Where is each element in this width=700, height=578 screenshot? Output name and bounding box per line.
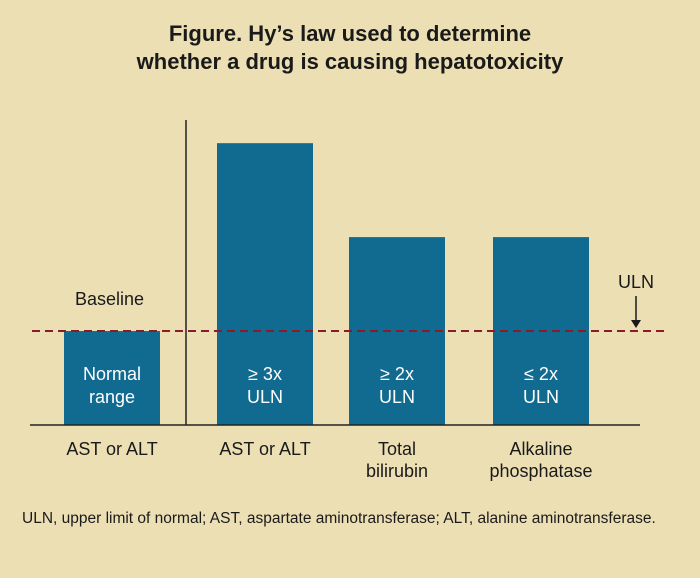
category-3-label-line-2: bilirubin xyxy=(366,461,428,481)
bar-1-label-line-2: range xyxy=(89,387,135,407)
category-1-label-line-1: AST or ALT xyxy=(66,439,157,459)
bar-labels: Normal range ≥ 3x ULN ≥ 2x ULN ≤ 2x ULN xyxy=(83,364,559,407)
bar-3-label-line-2: ULN xyxy=(379,387,415,407)
chart-title-line-1: Figure. Hy’s law used to determine xyxy=(168,21,532,46)
bar-3-label-line-1: ≥ 2x xyxy=(380,364,414,384)
uln-arrowhead-icon xyxy=(631,320,641,329)
bar-4-label-line-2: ULN xyxy=(523,387,559,407)
category-2-label-line-1: AST or ALT xyxy=(219,439,310,459)
bar-1-label-line-1: Normal xyxy=(83,364,141,384)
category-4-label-line-1: Alkaline xyxy=(509,439,572,459)
bar-4-label-line-1: ≤ 2x xyxy=(524,364,558,384)
bar-chart: Baseline ULN Normal range ≥ 3x ULN ≥ 2x ULN ≤ … xyxy=(30,120,668,481)
baseline-label: Baseline xyxy=(75,289,144,309)
bars xyxy=(64,143,589,425)
footnote: ULN, upper limit of normal; AST, asparta… xyxy=(22,510,656,527)
bar-2 xyxy=(217,143,313,425)
bar-2-label-line-2: ULN xyxy=(247,387,283,407)
chart-title-line-2: whether a drug is causing hepatotoxicity xyxy=(136,49,564,74)
uln-label: ULN xyxy=(618,272,654,292)
bar-2-label-line-1: ≥ 3x xyxy=(248,364,282,384)
category-4-label-line-2: phosphatase xyxy=(489,461,592,481)
bar-1 xyxy=(64,331,160,425)
category-3-label-line-1: Total xyxy=(378,439,416,459)
